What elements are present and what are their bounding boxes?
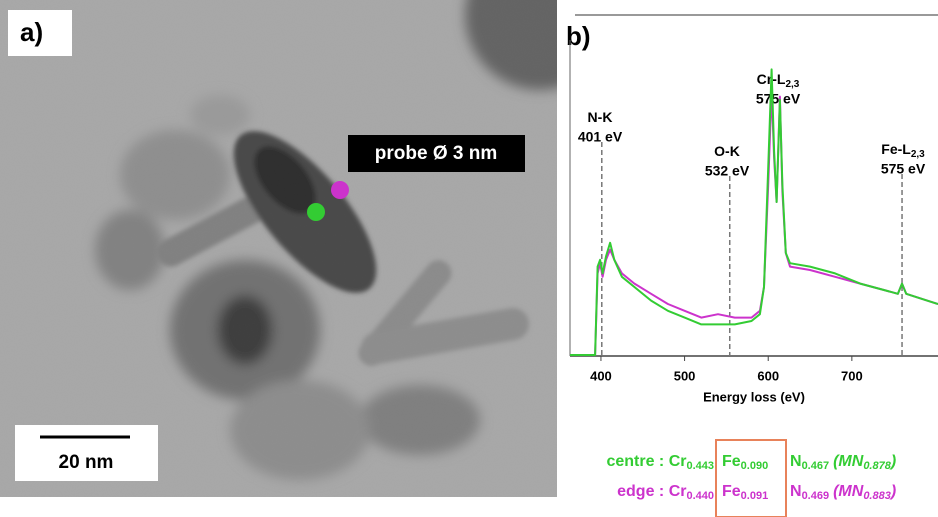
centre-probe — [307, 203, 325, 221]
subscript: 0.440 — [686, 490, 714, 502]
annotation-name: Fe-L2,3 — [881, 141, 925, 160]
subscript: 0.443 — [686, 460, 714, 472]
subscript: 0.467 — [802, 460, 830, 472]
subscript: 0.091 — [741, 490, 769, 502]
label-box — [8, 10, 72, 56]
spectrum — [570, 88, 938, 356]
composition-line: N0.469 (MN0.883) — [790, 483, 896, 502]
probe-label: probe Ø 3 nm — [375, 143, 497, 164]
subscript: 0.090 — [741, 460, 769, 472]
annotation-energy: 575 eV — [881, 161, 926, 177]
scale-box — [15, 425, 158, 481]
ratio: ) — [889, 483, 896, 500]
element: N — [790, 453, 802, 470]
annotation-energy: 532 eV — [705, 163, 750, 179]
ratio: (MN — [833, 483, 864, 500]
scale-label: 20 nm — [59, 452, 114, 473]
annotation-sub: 2,3 — [911, 149, 925, 160]
x-tick-label: 500 — [674, 368, 696, 383]
x-tick-label: 700 — [841, 368, 863, 383]
annotation-name: Fe-L — [881, 141, 911, 157]
subscript: 0.878 — [863, 460, 891, 472]
annotation-name: O-K — [714, 143, 740, 159]
fe-box — [715, 439, 787, 517]
subscript: 0.883 — [863, 490, 891, 502]
element: Fe — [722, 483, 741, 500]
tem-image — [0, 0, 557, 497]
annotation-sub: 2,3 — [785, 79, 799, 90]
ratio: ) — [889, 453, 896, 470]
composition-line: centre : Cr0.443 — [606, 453, 714, 472]
annotation-energy: 401 eV — [578, 129, 623, 145]
composition-label: edge : — [617, 483, 669, 500]
annotation-name: Cr-L2,3 — [757, 71, 800, 90]
x-tick-label: 600 — [757, 368, 779, 383]
composition-label: centre : — [606, 453, 668, 470]
subscript: 0.469 — [802, 490, 830, 502]
element: Fe — [722, 453, 741, 470]
annotation-name: N-K — [588, 109, 613, 125]
composition-line: Fe0.090 — [722, 453, 768, 472]
composition: centre : Cr0.443 Fe0.090 N0.467 (MN0.878)ed… — [606, 453, 896, 502]
annotation-energy: 575 eV — [756, 91, 801, 107]
panel-label: a) — [20, 17, 43, 47]
edge-probe — [331, 181, 349, 199]
annotation-name: O-K — [714, 143, 740, 159]
composition-line: Fe0.091 — [722, 483, 768, 502]
x-tick-label: 400 — [590, 368, 612, 383]
annotation-name: N-K — [588, 109, 613, 125]
ratio: (MN — [833, 453, 864, 470]
probe-box — [348, 135, 525, 172]
x-axis-label: Energy loss (eV) — [703, 389, 805, 404]
composition-line: N0.467 (MN0.878) — [790, 453, 896, 472]
composition-line: edge : Cr0.440 — [617, 483, 714, 502]
element: Cr — [669, 453, 687, 470]
element: N — [790, 483, 802, 500]
spectrum — [570, 68, 938, 356]
element: Cr — [669, 483, 687, 500]
